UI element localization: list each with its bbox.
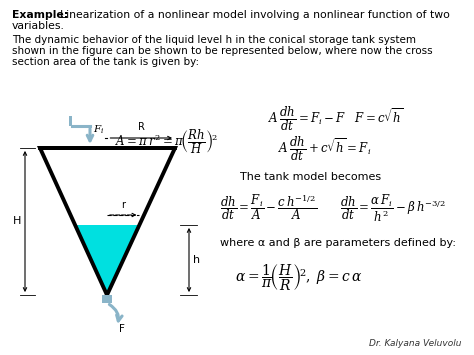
Text: where α and β are parameters defined by:: where α and β are parameters defined by: [220,238,456,248]
Text: The dynamic behavior of the liquid level h in the conical storage tank system: The dynamic behavior of the liquid level… [12,35,416,45]
Text: Example:: Example: [12,10,68,20]
Text: $A\,\dfrac{dh}{dt} = F_i - F \quad F = c\sqrt{h}$: $A\,\dfrac{dh}{dt} = F_i - F \quad F = c… [268,105,404,133]
FancyBboxPatch shape [102,295,112,303]
Text: Dr. Kalyana Veluvolu: Dr. Kalyana Veluvolu [370,339,462,348]
Text: $A\,\dfrac{dh}{dt} + c\sqrt{h} = F_i$: $A\,\dfrac{dh}{dt} + c\sqrt{h} = F_i$ [278,135,371,163]
Text: $F_i$: $F_i$ [93,124,104,136]
Text: r: r [121,200,125,210]
Text: section area of the tank is given by:: section area of the tank is given by: [12,57,199,67]
Text: The tank model becomes: The tank model becomes [240,172,381,182]
Text: Linearization of a nonlinear model involving a nonlinear function of two: Linearization of a nonlinear model invol… [60,10,450,20]
Text: variables.: variables. [12,21,65,31]
Text: shown in the figure can be shown to be represented below, where now the cross: shown in the figure can be shown to be r… [12,46,433,56]
Text: $\alpha = \dfrac{1}{\pi}\!\left(\dfrac{H}{R}\right)^{\!2},\;\beta = c\,\alpha$: $\alpha = \dfrac{1}{\pi}\!\left(\dfrac{H… [235,263,363,293]
FancyBboxPatch shape [69,116,72,126]
Text: R: R [138,122,145,132]
Polygon shape [75,225,139,295]
Text: h: h [193,255,201,265]
Text: F: F [119,324,125,334]
Text: $\dfrac{dh}{dt} = \dfrac{F_i}{A} - \dfrac{c\,h^{-1/2}}{A}$: $\dfrac{dh}{dt} = \dfrac{F_i}{A} - \dfra… [220,192,317,222]
Text: $\dfrac{dh}{dt} = \dfrac{\alpha\,F_i}{h^2} - \beta\,h^{-3/2}$: $\dfrac{dh}{dt} = \dfrac{\alpha\,F_i}{h^… [340,192,446,224]
Text: $A = \pi\, r^2 = \pi\!\left(\dfrac{Rh}{H}\right)^{\!2}$: $A = \pi\, r^2 = \pi\!\left(\dfrac{Rh}{H… [115,128,218,156]
Text: H: H [13,217,21,226]
